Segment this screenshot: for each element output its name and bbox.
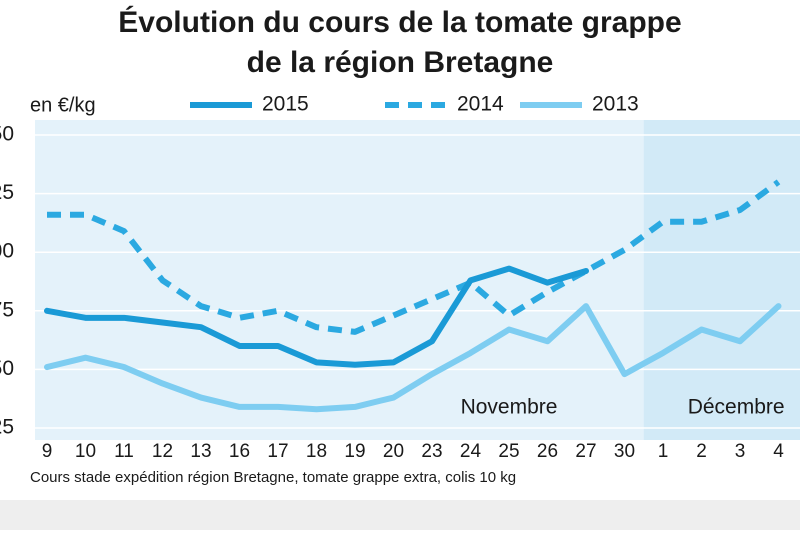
x-tick-label: 13 xyxy=(190,441,211,462)
y-tick-label: 0,25 xyxy=(0,416,14,439)
chart-title: de la région Bretagne xyxy=(247,46,554,79)
x-tick-label: 27 xyxy=(575,441,596,462)
x-tick-label: 23 xyxy=(421,441,442,462)
series-line xyxy=(47,179,781,335)
y-tick-label: 1,00 xyxy=(0,240,14,263)
y-tick-label: 1,25 xyxy=(0,181,14,204)
legend-label: 2015 xyxy=(262,93,309,116)
x-tick-label: 1 xyxy=(658,441,669,462)
y-axis-label: en €/kg xyxy=(30,94,96,116)
series-line xyxy=(44,265,589,368)
x-tick-label: 30 xyxy=(614,441,635,462)
x-tick-label: 18 xyxy=(306,441,327,462)
x-tick-label: 25 xyxy=(498,441,519,462)
x-tick-label: 26 xyxy=(537,441,558,462)
december-band xyxy=(643,120,800,440)
x-tick-label: 10 xyxy=(75,441,96,462)
chart-title: Évolution du cours de la tomate grappe xyxy=(118,5,681,39)
annotation: Novembre xyxy=(461,396,558,419)
annotation: Décembre xyxy=(688,396,785,419)
x-tick-label: 12 xyxy=(152,441,173,462)
y-tick-label: 1,50 xyxy=(0,123,14,146)
x-tick-label: 20 xyxy=(383,441,404,462)
x-tick-label: 4 xyxy=(773,441,784,462)
y-tick-label: 0,50 xyxy=(0,357,14,380)
x-tick-label: 19 xyxy=(344,441,365,462)
legend-label: 2013 xyxy=(592,93,639,116)
x-tick-label: 11 xyxy=(114,441,134,462)
x-tick-label: 24 xyxy=(460,441,482,462)
x-tick-label: 16 xyxy=(229,441,250,462)
y-tick-label: 0,75 xyxy=(0,298,14,321)
series-line xyxy=(44,303,782,413)
x-tick-label: 9 xyxy=(42,441,53,462)
x-tick-label: 3 xyxy=(735,441,746,462)
legend-label: 2014 xyxy=(457,93,504,116)
footer-band xyxy=(0,500,800,530)
x-tick-label: 2 xyxy=(696,441,707,462)
x-tick-label: 17 xyxy=(267,441,288,462)
source: Cours stade expédition région Bretagne, … xyxy=(30,469,516,486)
